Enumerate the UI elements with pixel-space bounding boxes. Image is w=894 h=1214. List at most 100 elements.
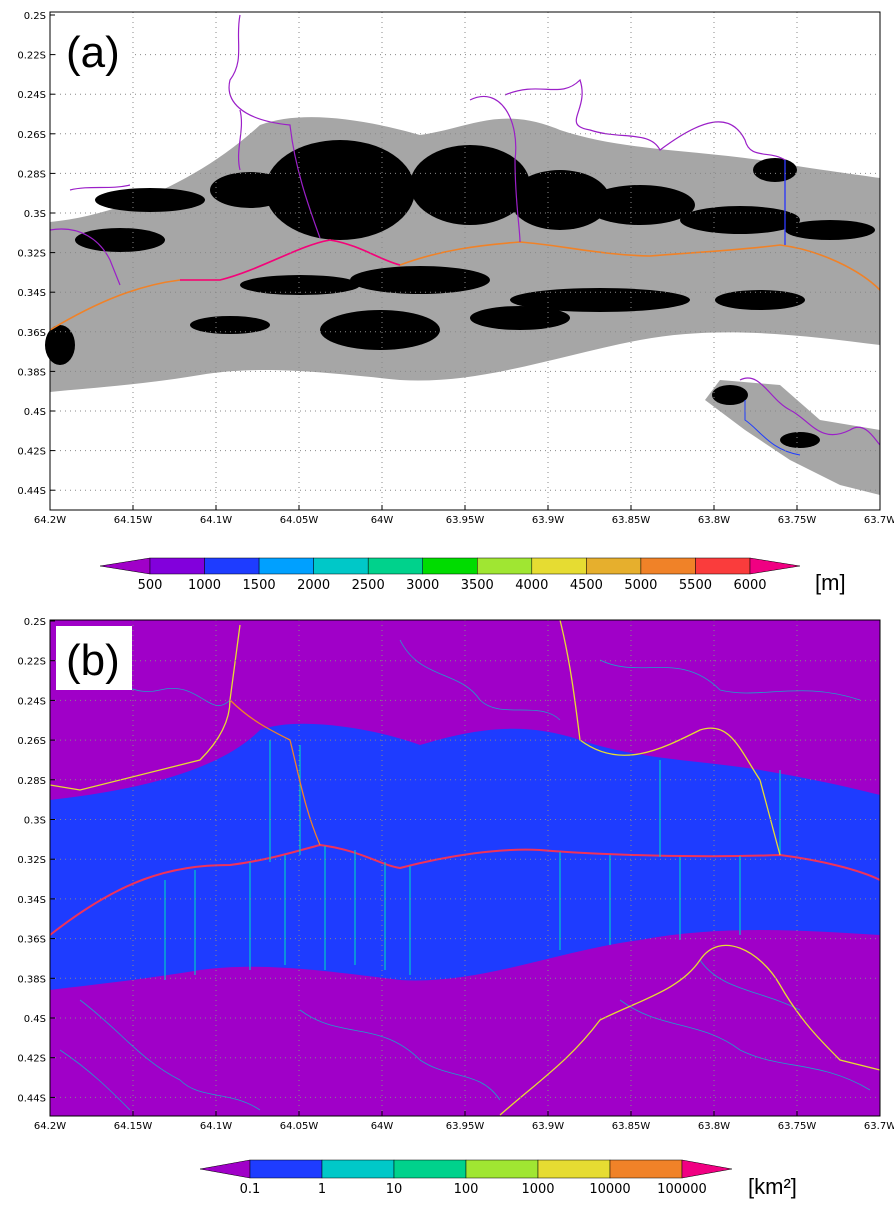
colorbar-label: 4000: [515, 578, 548, 593]
colorbar-end: [199, 1159, 251, 1179]
colorbar-label: 1000: [521, 1182, 554, 1197]
colorbar-end: [99, 557, 151, 575]
colorbar-end: [681, 1159, 733, 1179]
colorbar-segment: [258, 557, 314, 575]
colorbar-label: 4500: [570, 578, 603, 593]
x-tick-label: 64.2W: [34, 1121, 66, 1132]
y-tick-label: 0.36S: [17, 328, 46, 339]
colorbar-segment: [249, 1159, 323, 1179]
panel-label: (b): [66, 636, 120, 685]
colorbar-segment: [537, 1159, 611, 1179]
colorbar-label: 10: [386, 1182, 403, 1197]
x-tick-label: 63.95W: [446, 515, 485, 526]
x-tick-label: 63.85W: [612, 1121, 651, 1132]
water-bodies: [45, 140, 875, 448]
x-tick-label: 63.9W: [532, 1121, 564, 1132]
x-tick-label: 63.85W: [612, 515, 651, 526]
colorbar-unit: [m]: [815, 570, 846, 595]
colorbar-segment: [531, 557, 587, 575]
colorbar-label: 1: [318, 1182, 326, 1197]
drainage-network: [59, 639, 871, 1111]
main-river: [49, 843, 881, 936]
panel-label: (a): [66, 28, 120, 77]
y-tick-label: 0.4S: [24, 1014, 46, 1025]
colorbar-segment: [640, 557, 696, 575]
x-tick-label: 64.2W: [34, 515, 66, 526]
x-tick-label: 64W: [371, 515, 394, 526]
y-tick-label: 0.26S: [17, 736, 46, 747]
colorbar-segment: [313, 557, 369, 575]
y-tick-label: 0.4S: [24, 407, 46, 418]
y-tick-label: 0.34S: [17, 288, 46, 299]
y-tick-label: 0.44S: [17, 486, 46, 497]
colorbar-segment: [367, 557, 423, 575]
colorbar-label: 500: [138, 578, 163, 593]
panel-label-box: [56, 18, 132, 82]
x-tick-label: 64.15W: [114, 1121, 153, 1132]
x-tick-label: 63.95W: [446, 1121, 485, 1132]
tributary-blue: [744, 400, 801, 456]
large-rivers: [49, 619, 881, 1116]
y-tick-label: 0.28S: [17, 776, 46, 787]
colorbar-segment: [422, 557, 478, 575]
plot-frame: [49, 11, 881, 511]
colorbar-label: 6000: [733, 578, 766, 593]
y-tick-label: 0.32S: [17, 249, 46, 260]
y-tick-label: 0.28S: [17, 169, 46, 180]
y-tick-label: 0.2S: [24, 617, 46, 628]
colorbar-label: 1500: [243, 578, 276, 593]
x-tick-label: 64.05W: [280, 1121, 319, 1132]
colorbar-label: 0.1: [240, 1182, 261, 1197]
y-tick-label: 0.3S: [24, 816, 46, 827]
colorbar-segment: [477, 557, 533, 575]
y-tick-label: 0.24S: [17, 90, 46, 101]
river-floodplain: [50, 723, 880, 990]
x-tick-label: 64W: [371, 1121, 394, 1132]
colorbar-label: 100000: [657, 1182, 707, 1197]
map-b: [49, 619, 881, 1116]
x-tick-label: 63.7W: [864, 1121, 894, 1132]
colorbar-unit: [km²]: [748, 1174, 797, 1199]
main-river-upstream: [180, 239, 401, 281]
x-tick-label: 63.75W: [778, 515, 817, 526]
y-tick-label: 0.24S: [17, 696, 46, 707]
x-tick-label: 63.75W: [778, 1121, 817, 1132]
colorbar-segment: [149, 557, 205, 575]
y-tick-label: 0.22S: [17, 51, 46, 62]
colorbar-segment: [695, 557, 751, 575]
colorbar-segment: [465, 1159, 539, 1179]
colorbar-label: 1000: [188, 578, 221, 593]
colorbar-segment: [586, 557, 642, 575]
plot-frame: [49, 619, 881, 1117]
x-tick-label: 64.15W: [114, 515, 153, 526]
x-tick-label: 63.8W: [698, 1121, 730, 1132]
colorbar-segment: [393, 1159, 467, 1179]
colorbar-label: 5500: [679, 578, 712, 593]
y-tick-label: 0.38S: [17, 367, 46, 378]
y-tick-label: 0.36S: [17, 935, 46, 946]
y-tick-label: 0.2S: [24, 11, 46, 22]
colorbar-label: 3000: [406, 578, 439, 593]
x-tick-label: 64.1W: [200, 515, 232, 526]
tributaries: [49, 14, 881, 446]
colorbar-label: 3500: [461, 578, 494, 593]
x-tick-label: 63.9W: [532, 515, 564, 526]
map-a: [45, 12, 881, 510]
panel-label-box: [56, 626, 132, 690]
y-tick-label: 0.32S: [17, 855, 46, 866]
colorbar-label: 2000: [297, 578, 330, 593]
colorbar-segment: [609, 1159, 683, 1179]
y-tick-label: 0.34S: [17, 895, 46, 906]
y-tick-label: 0.3S: [24, 209, 46, 220]
y-tick-label: 0.26S: [17, 130, 46, 141]
colorbar-label: 2500: [352, 578, 385, 593]
y-tick-label: 0.22S: [17, 657, 46, 668]
colorbar-label: 10000: [589, 1182, 630, 1197]
colorbar-segment: [321, 1159, 395, 1179]
x-tick-label: 63.7W: [864, 515, 894, 526]
y-tick-label: 0.44S: [17, 1093, 46, 1104]
x-tick-label: 64.05W: [280, 515, 319, 526]
colorbar-label: 5000: [624, 578, 657, 593]
x-tick-label: 64.1W: [200, 1121, 232, 1132]
